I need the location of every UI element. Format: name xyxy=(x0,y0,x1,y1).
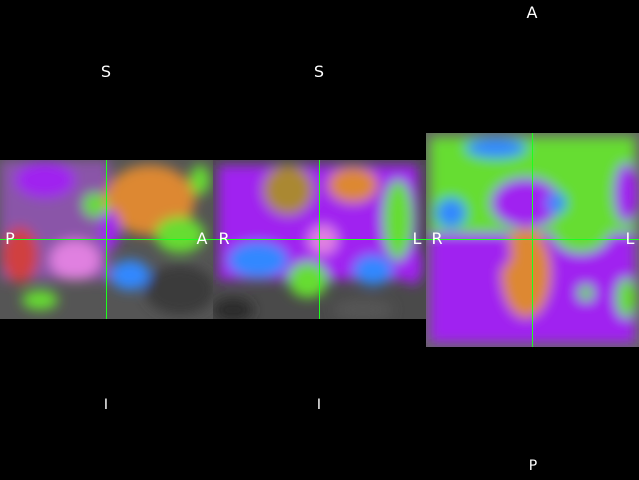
orientation-label-left: P xyxy=(5,229,15,248)
coronal-view[interactable]: S I R L xyxy=(213,0,426,480)
orientation-label-right: A xyxy=(196,229,208,248)
crosshair-vertical xyxy=(319,160,320,319)
orientation-label-left: R xyxy=(431,229,443,248)
orientation-label-top: S xyxy=(313,62,325,81)
orientation-label-left: R xyxy=(218,229,230,248)
axial-view[interactable]: A P R L xyxy=(426,0,639,480)
orientation-label-bottom: I xyxy=(316,397,322,413)
orientation-label-right: L xyxy=(625,229,635,248)
orientation-label-top: S xyxy=(100,62,112,81)
crosshair-vertical xyxy=(532,133,533,347)
sagittal-view[interactable]: S I P A xyxy=(0,0,213,480)
orientation-label-top: A xyxy=(526,3,538,22)
orientation-label-bottom: P xyxy=(528,458,538,474)
orientation-label-bottom: I xyxy=(103,397,109,413)
crosshair-vertical xyxy=(106,160,107,319)
orientation-label-right: L xyxy=(412,229,422,248)
